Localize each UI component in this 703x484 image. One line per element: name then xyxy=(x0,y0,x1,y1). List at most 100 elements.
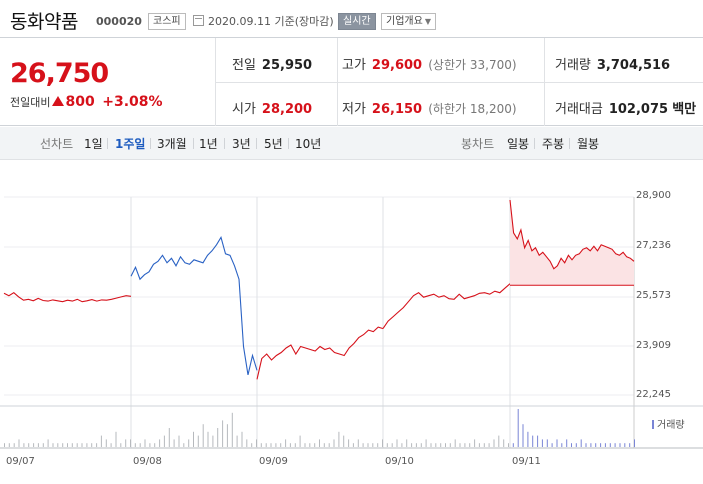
current-price-box: 26,750 전일대비 800 +3.08% xyxy=(0,38,216,126)
volume-bar xyxy=(207,431,209,447)
tab-10y[interactable]: 10년 xyxy=(295,137,322,151)
volume-bar xyxy=(488,443,490,447)
volume-bar xyxy=(100,435,102,447)
price-line-09/08 xyxy=(130,236,258,376)
volume-bar xyxy=(411,443,413,447)
stock-name: 동화약품 xyxy=(10,11,78,33)
volume-bar xyxy=(430,443,432,447)
volume-bar xyxy=(377,443,379,447)
volume-legend-swatch xyxy=(652,420,654,429)
volume-bar xyxy=(304,443,306,447)
volume-bar xyxy=(86,443,88,447)
tab-daily-candle[interactable]: 일봉 xyxy=(507,137,530,151)
volume-bar xyxy=(289,443,291,447)
volume-bar xyxy=(435,443,437,447)
price-line-09/09 xyxy=(256,326,384,380)
volume-bar xyxy=(338,431,340,447)
volume-bar xyxy=(323,443,325,447)
tab-1d[interactable]: 1일 xyxy=(84,137,103,151)
volume-bar xyxy=(449,443,451,447)
volume-bar xyxy=(561,443,563,447)
volume-bar xyxy=(546,439,548,447)
company-overview-label: 기업개요 xyxy=(386,16,423,27)
volume-bar xyxy=(420,443,422,447)
volume-bar xyxy=(299,435,301,447)
volume-bar xyxy=(260,443,262,447)
volume-bar xyxy=(91,443,93,447)
volume-bar xyxy=(566,439,568,447)
volume-bar xyxy=(236,435,238,447)
volume-bar xyxy=(541,439,543,447)
volume-bar xyxy=(270,443,272,447)
realtime-button[interactable]: 실시간 xyxy=(338,13,376,30)
tab-separator xyxy=(107,138,108,149)
prev-close-label: 전일 xyxy=(232,58,256,73)
volume-bar xyxy=(110,443,112,447)
price-summary: 26,750 전일대비 800 +3.08% 전일 25,950 시가 28,200 … xyxy=(0,37,703,126)
up-triangle-icon xyxy=(52,96,65,106)
volume-bar xyxy=(285,439,287,447)
volume-bar xyxy=(352,443,354,447)
volume-bar xyxy=(580,439,582,447)
volume-bar xyxy=(522,424,524,447)
volume-label: 거래량 xyxy=(555,58,591,73)
chart-canvas xyxy=(0,196,703,449)
volume-bar xyxy=(62,443,64,447)
company-overview-dropdown[interactable]: 기업개요 ▼ xyxy=(381,13,436,30)
tab-separator xyxy=(534,138,535,149)
tab-3y[interactable]: 3년 xyxy=(232,137,251,151)
volume-bar xyxy=(512,443,514,447)
summary-divider xyxy=(544,38,545,126)
volume-bar xyxy=(47,439,49,447)
high-value: 29,600 xyxy=(371,58,423,73)
volume-bar xyxy=(57,443,59,447)
low-label: 저가 xyxy=(342,102,366,117)
volume-bar xyxy=(493,439,495,447)
tab-separator xyxy=(224,138,225,149)
volume-bar xyxy=(309,443,311,447)
tab-separator xyxy=(569,138,570,149)
market-badge: 코스피 xyxy=(148,13,186,30)
volume-bar xyxy=(508,443,509,447)
x-tick-label: 09/07 xyxy=(6,456,35,467)
low-price: 저가 26,150 (하한가 18,200) xyxy=(342,98,517,117)
volume-bar xyxy=(144,439,146,447)
lower-limit-label: (하한가 xyxy=(428,102,467,116)
open-label: 시가 xyxy=(232,102,256,117)
calendar-icon xyxy=(193,15,204,26)
open-value: 28,200 xyxy=(261,102,313,117)
volume-bar xyxy=(469,443,471,447)
volume-bar xyxy=(595,443,597,447)
price-change: 전일대비 800 +3.08% xyxy=(10,94,163,110)
volume-bar xyxy=(464,443,466,447)
volume-bar xyxy=(391,443,393,447)
lower-limit-close: ) xyxy=(511,102,517,116)
volume-bar xyxy=(76,443,78,447)
tab-5y[interactable]: 5년 xyxy=(264,137,283,151)
volume-bar xyxy=(328,443,330,447)
volume-bar xyxy=(217,428,219,447)
tab-1y[interactable]: 1년 xyxy=(199,137,218,151)
volume-bar xyxy=(265,443,267,447)
tab-weekly-candle[interactable]: 주봉 xyxy=(542,137,565,151)
volume-bar xyxy=(503,439,505,447)
change-value: 800 xyxy=(65,94,95,110)
volume-bar xyxy=(415,443,417,447)
volume-bar xyxy=(115,431,117,447)
upper-limit-value: 33,700 xyxy=(469,58,512,72)
tab-3m[interactable]: 3개월 xyxy=(157,137,187,151)
price-chart[interactable]: 28,900 27,236 25,573 23,909 22,245 거래량 0… xyxy=(0,160,703,484)
line-chart-label: 선차트 xyxy=(40,137,74,151)
tab-1w[interactable]: 1주일 xyxy=(115,137,146,151)
volume-bar xyxy=(120,443,122,447)
volume-bar xyxy=(372,443,374,447)
tab-monthly-candle[interactable]: 월봉 xyxy=(577,137,600,151)
lower-limit-value: 18,200 xyxy=(469,102,512,116)
tab-separator xyxy=(193,138,194,149)
volume-bar xyxy=(8,443,10,447)
volume-bar xyxy=(609,443,611,447)
volume-bar xyxy=(96,443,98,447)
volume-bar xyxy=(357,439,359,447)
volume-bar xyxy=(13,443,15,447)
volume-bar xyxy=(168,428,170,447)
